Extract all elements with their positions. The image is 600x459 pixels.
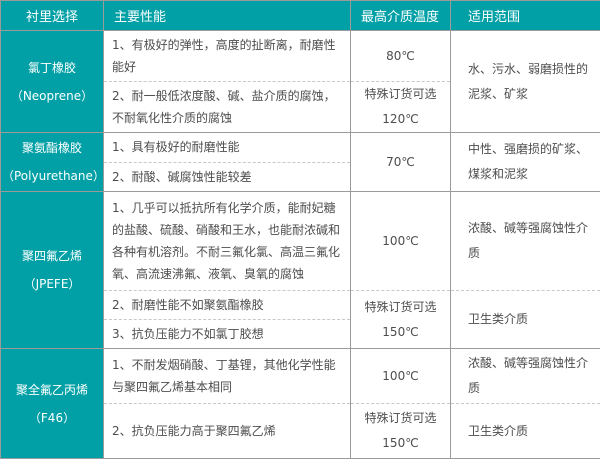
material-alt-name: （JPEFE） <box>2 270 102 298</box>
material-name: 聚氨酯橡胶 <box>2 134 102 162</box>
application-cell: 浓酸、碱等强腐蚀性介质 <box>451 192 600 291</box>
temp-value: 100℃ <box>353 229 448 254</box>
temp-note: 特殊订货可选 <box>353 82 448 107</box>
table-row: 聚全氟乙丙烯 （F46） 1、不耐发烟硝酸、丁基锂，其他化学性能与聚四氟乙烯基本… <box>1 349 600 404</box>
temp-value: 120℃ <box>353 107 448 132</box>
header-lining: 衬里选择 <box>1 1 104 31</box>
application-cell: 卫生类介质 <box>451 404 600 459</box>
material-cell: 聚全氟乙丙烯 （F46） <box>1 349 104 459</box>
table-row: 聚氨酯橡胶 （Polyurethane） 1、具有极好的耐磨性能 70℃ 中性、… <box>1 133 600 163</box>
table-row: 氯丁橡胶 （Neoprene） 1、有极好的弹性，高度的扯断离，耐磨性能好 80… <box>1 31 600 82</box>
performance-cell: 2、耐酸、碱腐蚀性能较差 <box>104 162 351 192</box>
material-name: 聚全氟乙丙烯 <box>2 376 102 404</box>
temp-value: 80℃ <box>353 44 448 69</box>
temp-note: 特殊订货可选 <box>353 295 448 320</box>
temp-value: 150℃ <box>353 431 448 456</box>
performance-cell: 1、具有极好的耐磨性能 <box>104 133 351 163</box>
material-cell: 氯丁橡胶 （Neoprene） <box>1 31 104 133</box>
material-alt-name: （F46） <box>2 404 102 432</box>
material-name: 氯丁橡胶 <box>2 54 102 82</box>
header-performance: 主要性能 <box>104 1 351 31</box>
temp-cell: 特殊订货可选 150℃ <box>351 404 451 459</box>
temp-value: 70℃ <box>353 150 448 175</box>
performance-cell: 1、不耐发烟硝酸、丁基锂，其他化学性能与聚四氟乙烯基本相同 <box>104 349 351 404</box>
header-row: 衬里选择 主要性能 最高介质温度 适用范围 <box>1 1 600 31</box>
material-name: 聚四氟乙烯 <box>2 242 102 270</box>
temp-value: 100℃ <box>353 364 448 389</box>
lining-selection-page: 衬里选择 主要性能 最高介质温度 适用范围 氯丁橡胶 （Neoprene） 1、… <box>0 0 600 427</box>
material-alt-name: （Neoprene） <box>2 82 102 110</box>
temp-note: 特殊订货可选 <box>353 406 448 431</box>
temp-cell: 100℃ <box>351 349 451 404</box>
material-cell: 聚四氟乙烯 （JPEFE） <box>1 192 104 349</box>
application-cell: 浓酸、碱等强腐蚀性介质 <box>451 349 600 404</box>
temp-cell: 特殊订货可选 150℃ <box>351 291 451 349</box>
application-cell: 卫生类介质 <box>451 291 600 349</box>
header-max-temp: 最高介质温度 <box>351 1 451 31</box>
material-alt-name: （Polyurethane） <box>2 162 102 190</box>
performance-cell: 3、抗负压能力不如氯丁胶想 <box>104 320 351 349</box>
application-cell: 中性、强磨损的矿浆、煤浆和泥浆 <box>451 133 600 192</box>
table-header: 衬里选择 主要性能 最高介质温度 适用范围 <box>1 1 600 31</box>
temp-cell: 70℃ <box>351 133 451 192</box>
performance-cell: 1、有极好的弹性，高度的扯断离，耐磨性能好 <box>104 31 351 82</box>
performance-cell: 2、抗负压能力高于聚四氟乙烯 <box>104 404 351 459</box>
temp-cell: 100℃ <box>351 192 451 291</box>
performance-cell: 2、耐一般低浓度酸、碱、盐介质的腐蚀，不耐氧化性介质的腐蚀 <box>104 82 351 133</box>
performance-cell: 2、耐磨性能不如聚氨酯橡胶 <box>104 291 351 320</box>
application-cell: 水、污水、弱磨损性的泥浆、矿浆 <box>451 31 600 133</box>
performance-cell: 1、几乎可以抵抗所有化学介质，能耐妃糖的盐酸、硫酸、硝酸和王水，也能耐浓碱和各种… <box>104 192 351 291</box>
temp-cell: 80℃ <box>351 31 451 82</box>
material-cell: 聚氨酯橡胶 （Polyurethane） <box>1 133 104 192</box>
header-application: 适用范围 <box>451 1 600 31</box>
table-row: 聚四氟乙烯 （JPEFE） 1、几乎可以抵抗所有化学介质，能耐妃糖的盐酸、硫酸、… <box>1 192 600 291</box>
temp-value: 150℃ <box>353 320 448 345</box>
temp-cell: 特殊订货可选 120℃ <box>351 82 451 133</box>
